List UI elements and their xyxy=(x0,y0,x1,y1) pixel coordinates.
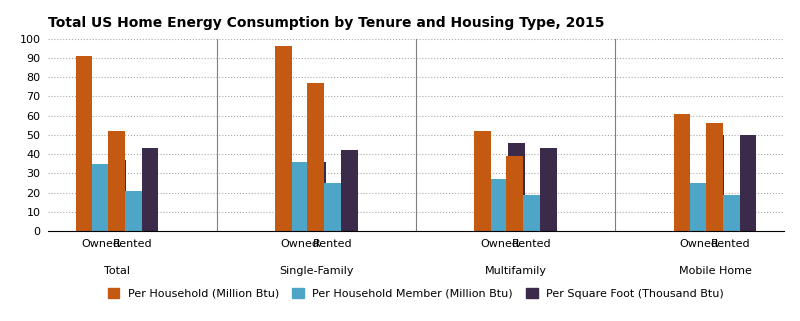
Bar xyxy=(491,179,508,231)
Bar xyxy=(523,195,540,231)
Text: Mobile Home: Mobile Home xyxy=(678,266,751,276)
Bar xyxy=(324,183,341,231)
Bar xyxy=(540,148,557,231)
Bar xyxy=(739,135,757,231)
Bar xyxy=(341,150,358,231)
Bar xyxy=(292,162,309,231)
Bar xyxy=(706,123,722,231)
Text: Total: Total xyxy=(104,266,130,276)
Bar xyxy=(508,143,525,231)
Bar xyxy=(309,162,326,231)
Bar xyxy=(75,56,93,231)
Bar xyxy=(674,114,690,231)
Bar xyxy=(690,183,707,231)
Bar xyxy=(108,131,125,231)
Text: Total US Home Energy Consumption by Tenure and Housing Type, 2015: Total US Home Energy Consumption by Tenu… xyxy=(48,16,605,30)
Bar xyxy=(110,160,126,231)
Bar xyxy=(125,191,142,231)
Bar xyxy=(275,46,292,231)
Text: Multifamily: Multifamily xyxy=(485,266,546,276)
Bar xyxy=(506,156,523,231)
Text: Single-Family: Single-Family xyxy=(279,266,354,276)
Bar xyxy=(93,164,110,231)
Bar xyxy=(307,83,324,231)
Bar xyxy=(722,195,739,231)
Legend: Per Household (Million Btu), Per Household Member (Million Btu), Per Square Foot: Per Household (Million Btu), Per Househo… xyxy=(108,288,724,299)
Bar xyxy=(707,135,724,231)
Bar xyxy=(142,148,158,231)
Bar xyxy=(474,131,491,231)
